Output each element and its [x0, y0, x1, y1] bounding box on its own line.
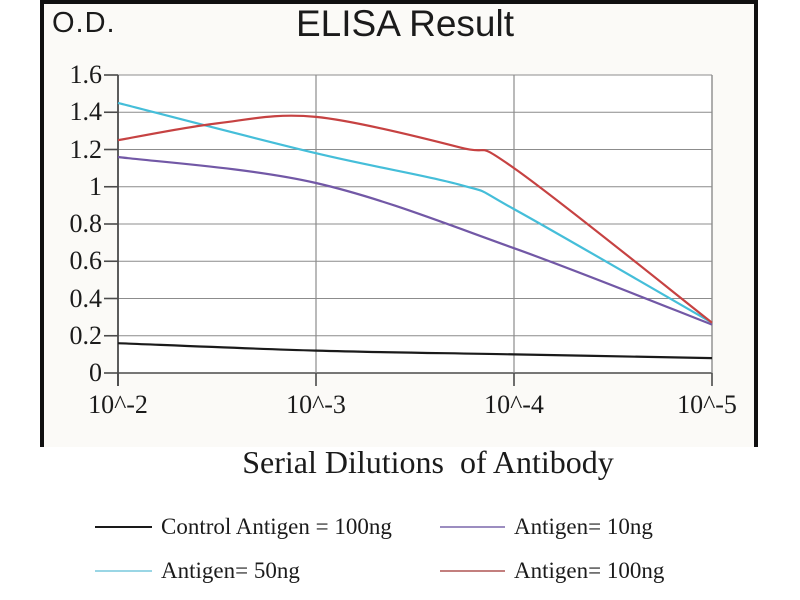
legend-item: Control Antigen = 100ng — [95, 514, 392, 539]
legend-item: Antigen= 100ng — [440, 558, 665, 583]
y-tick-label: 1.6 — [69, 60, 103, 89]
legend-label: Antigen= 10ng — [514, 514, 653, 539]
legend-swatch-line — [95, 526, 152, 528]
legend-label: Antigen= 100ng — [514, 558, 665, 583]
legend-swatch-line — [95, 570, 152, 572]
legend-swatch-line — [440, 570, 505, 572]
y-tick-label: 0.6 — [69, 246, 103, 276]
y-tick-label: 0.4 — [69, 283, 103, 313]
y-tick-label: 1.4 — [69, 97, 103, 127]
x-tick-label: 10^-5 — [677, 390, 737, 419]
chart-title: ELISA Result — [295, 3, 514, 44]
chart-frame — [40, 0, 758, 447]
legend-label: Control Antigen = 100ng — [161, 514, 392, 539]
legend-item: Antigen= 10ng — [440, 514, 653, 539]
y-tick-label: 0.8 — [69, 209, 103, 238]
x-tick-label: 10^-3 — [286, 390, 346, 419]
y-tick-label: 0 — [89, 358, 102, 387]
legend-item: Antigen= 50ng — [95, 558, 300, 583]
y-tick-label: 1 — [89, 171, 102, 201]
legend-swatch-line — [440, 526, 505, 528]
y-axis-title: O.D. — [52, 7, 116, 39]
legend-label: Antigen= 50ng — [161, 558, 300, 583]
y-tick-label: 0.2 — [69, 320, 103, 350]
y-tick-label: 1.2 — [69, 134, 103, 164]
x-axis-title: Serial Dilutions of Antibody — [242, 444, 614, 480]
x-tick-label: 10^-4 — [484, 390, 544, 419]
x-tick-label: 10^-2 — [88, 390, 148, 419]
